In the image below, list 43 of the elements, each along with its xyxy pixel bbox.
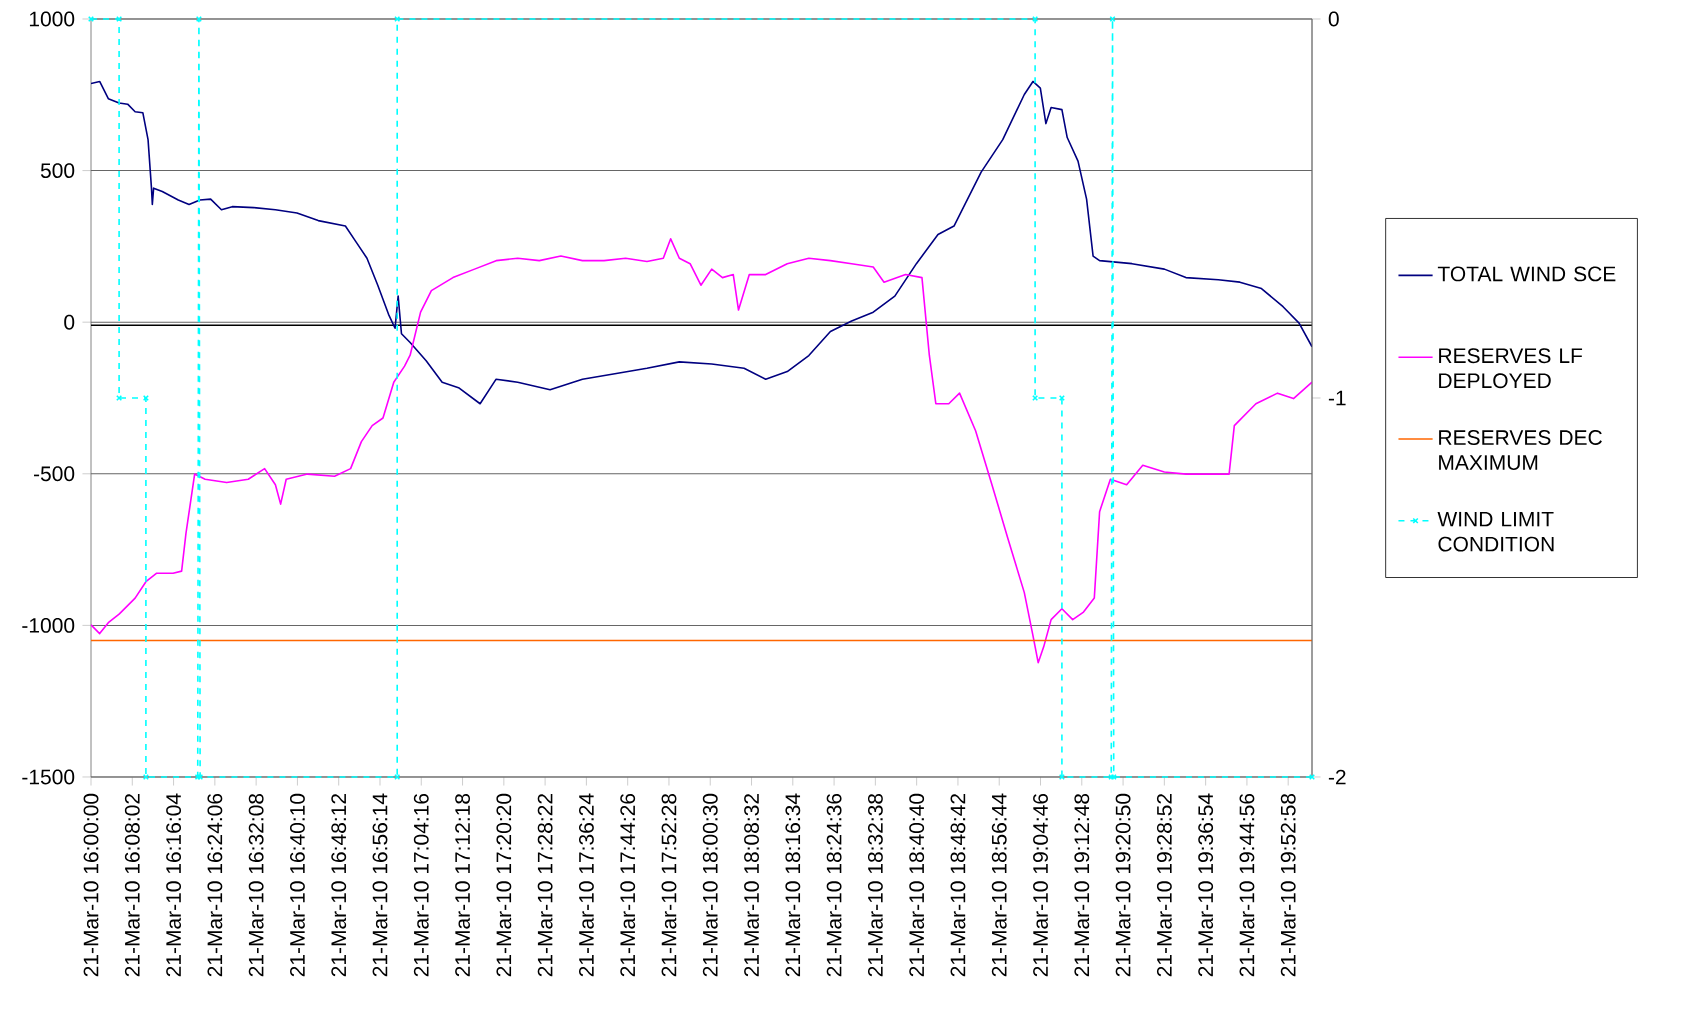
x-tick-label: 21-Mar-10 17:52:28 [661,793,677,977]
x-tick-label: 21-Mar-10 17:44:26 [620,793,636,977]
legend-label: RESERVES LF DEPLOYED [1439,348,1583,389]
y-tick-label: 500 [40,163,75,179]
y-tick-label: -1500 [22,769,75,785]
x-tick-label: 21-Mar-10 16:32:08 [248,793,264,977]
x-tick-label: 21-Mar-10 16:16:04 [166,793,182,977]
y-tick-label: 0 [64,314,75,330]
x-tick-label: 21-Mar-10 17:28:22 [537,794,553,977]
legend-label: TOTAL WIND SCE [1437,266,1616,282]
x-tick-label: 21-Mar-10 17:04:16 [413,793,429,977]
x-tick-label: 21-Mar-10 18:24:36 [826,793,842,977]
x-tick-label: 21-Mar-10 16:48:12 [331,794,347,977]
x-tick-label: 21-Mar-10 16:24:06 [207,793,223,977]
x-tick-label: 21-Mar-10 18:00:30 [702,793,718,977]
legend-label: WIND LIMIT CONDITION [1437,511,1554,552]
x-tick-label: 21-Mar-10 18:40:40 [909,793,925,977]
x-tick-label: 21-Mar-10 16:56:14 [372,793,388,977]
x-tick-label: 21-Mar-10 17:20:20 [496,793,512,977]
y2-tick-label: -2 [1328,769,1346,785]
x-tick-label: 21-Mar-10 18:48:42 [950,794,966,977]
y-tick-label: -500 [33,466,75,482]
x-tick-label: 21-Mar-10 19:20:50 [1115,793,1131,977]
x-tick-label: 21-Mar-10 19:36:54 [1198,793,1214,977]
x-tick-label: 21-Mar-10 18:16:34 [785,793,801,977]
legend-label: RESERVES DEC MAXIMUM [1439,430,1602,470]
x-tick-label: 21-Mar-10 19:44:56 [1239,793,1255,977]
x-tick-label: 21-Mar-10 16:08:02 [124,794,140,977]
x-tick-label: 21-Mar-10 19:12:48 [1074,793,1090,977]
x-tick-label: 21-Mar-10 17:36:24 [578,793,594,977]
y-tick-label: 1000 [29,11,75,27]
x-tick-label: 21-Mar-10 18:08:32 [744,794,759,977]
x-tick-label: 21-Mar-10 18:56:44 [991,793,1007,977]
y2-tick-label: 0 [1328,11,1339,27]
x-tick-label: 21-Mar-10 19:28:52 [1156,794,1172,977]
x-tick-label: 21-Mar-10 16:00:00 [83,793,99,977]
x-tick-label: 21-Mar-10 16:40:10 [290,793,305,977]
x-tick-label: 21-Mar-10 18:32:38 [867,793,883,977]
y-tick-label: -1000 [22,617,75,633]
x-tick-label: 21-Mar-10 17:12:18 [455,793,470,977]
y2-tick-label: -1 [1328,390,1346,406]
x-tick-label: 21-Mar-10 19:04:46 [1033,793,1048,977]
x-tick-label: 21-Mar-10 19:52:58 [1280,793,1296,977]
